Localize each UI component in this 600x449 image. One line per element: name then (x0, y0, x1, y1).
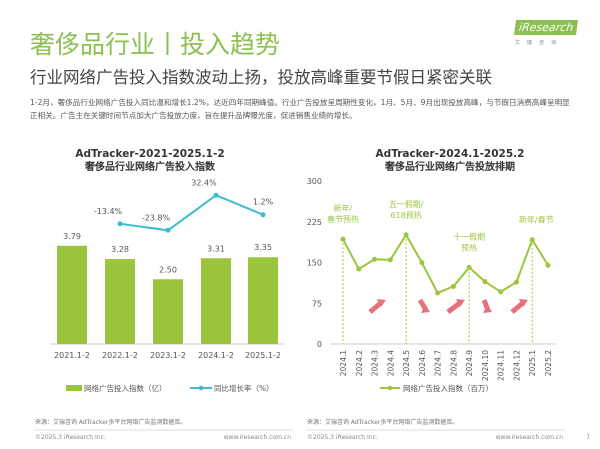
x-tick-label: 2025.2 (544, 350, 553, 376)
index-point (419, 260, 425, 266)
x-tick-label: 2022.1-2 (102, 351, 138, 360)
trend-arrowhead-icon (377, 299, 386, 307)
bar-label: 3.31 (207, 244, 225, 253)
y-tick-label: 150 (307, 259, 322, 268)
index-point (482, 279, 488, 285)
bar-label: 3.79 (63, 232, 81, 241)
copyright: ©2025.3 iResearch Inc. (307, 434, 378, 441)
x-tick-label: 2024.4 (386, 350, 395, 376)
growth-point (213, 192, 219, 198)
growth-label: 32.4% (191, 178, 217, 187)
logo-subtext: 艾瑞咨询 (515, 40, 564, 46)
bar (105, 259, 135, 344)
legend-label: 网络广告投入指数（百万） (403, 383, 493, 393)
legend-bar-label: 网络广告投入指数（亿） (84, 383, 167, 393)
chart-title: AdTracker-2024.1-2025.2 (376, 148, 525, 160)
index-point (340, 236, 346, 242)
trend-arrowhead-icon (421, 305, 430, 313)
page-subtitle: 行业网络广告投入指数波动上扬，投放高峰重要节假日紧密关联 (30, 68, 492, 87)
index-point (498, 289, 504, 295)
index-point (435, 290, 441, 296)
index-point (372, 256, 378, 262)
bar (153, 279, 183, 344)
summary-text: 1-2月，奢侈品行业网络广告投入同比温和增长1.2%，达近四年同期峰值。行业广告… (30, 98, 570, 120)
bar-label: 3.35 (254, 243, 272, 252)
y-tick-label: 75 (312, 299, 322, 308)
index-point (356, 266, 362, 272)
y-tick-label: 300 (307, 177, 322, 186)
x-tick-label: 2024.1-2 (198, 351, 234, 360)
annotation-label: 618预热 (390, 210, 421, 220)
y-tick-label: 225 (307, 218, 322, 227)
growth-label: -23.8% (142, 213, 171, 222)
growth-point (165, 227, 171, 233)
index-point (387, 257, 393, 263)
growth-label: 1.2% (253, 198, 274, 207)
source-note: 来源：艾瑞咨询 AdTracker多平台网络广告监测数据库。 (307, 418, 458, 426)
page-title: 奢侈品行业丨投入趋势 (30, 30, 281, 59)
x-tick-label: 2024.2 (355, 350, 364, 376)
x-tick-label: 2024.7 (434, 350, 443, 376)
bar-label: 2.50 (159, 265, 177, 274)
chart-subtitle: 奢侈品行业网络广告投入指数 (84, 160, 216, 173)
index-line (342, 232, 549, 295)
website: www.iresearch.com.cn (224, 434, 292, 441)
x-tick-label: 2024.9 (465, 350, 474, 376)
x-tick-label: 2021.1-2 (54, 351, 90, 360)
growth-point (117, 221, 123, 227)
x-tick-label: 2024.10 (481, 350, 490, 381)
bar (201, 258, 231, 344)
bar-label: 3.28 (111, 245, 129, 254)
annotation-label: 春节预热 (327, 214, 359, 224)
iresearch-logo: iResearch 艾瑞咨询 (513, 20, 579, 46)
annotation-label: 十一假期 (453, 231, 485, 241)
copyright: ©2025.3 iResearch Inc. (35, 434, 106, 441)
index-point (466, 264, 472, 270)
trend-arrowhead-icon (519, 299, 528, 307)
trend-arrowhead-icon (456, 299, 465, 307)
y-tick-label: 0 (317, 340, 322, 349)
x-tick-label: 2024.11 (497, 350, 506, 381)
x-tick-label: 2023.1-2 (150, 351, 186, 360)
legend-line-label: 同比增长率（%） (214, 383, 274, 393)
page-number: 7 (586, 434, 590, 441)
bar (57, 245, 87, 344)
x-tick-label: 2024.12 (512, 350, 521, 381)
growth-line (119, 194, 264, 232)
growth-label: -13.4% (94, 207, 123, 216)
index-point (450, 283, 456, 289)
annotation-label: 预热 (461, 242, 477, 252)
annotation-label: 五一假期/ (389, 200, 424, 209)
x-tick-label: 2024.5 (402, 350, 411, 376)
index-point (529, 237, 535, 243)
legend-line-marker (198, 385, 204, 391)
trend-arrowhead-icon (483, 305, 492, 313)
annotation-label: 新年/ (334, 203, 353, 213)
annotation-label: 新年/春节 (519, 215, 554, 225)
chart-subtitle: 奢侈品行业网络广告投放排期 (384, 160, 515, 173)
x-tick-label: 2024.3 (371, 350, 380, 376)
legend-bar-swatch (66, 385, 82, 391)
x-tick-label: 2024.8 (449, 350, 458, 376)
index-point (513, 279, 519, 285)
legend-line-marker (387, 385, 393, 391)
source-note: 来源：艾瑞咨询 AdTracker多平台网络广告监测数据库。 (35, 418, 186, 426)
chart-title: AdTracker-2021-2025.1-2 (75, 148, 224, 160)
index-point (403, 232, 409, 238)
index-point (545, 262, 551, 268)
x-tick-label: 2025.1 (528, 350, 537, 376)
bar (248, 257, 278, 344)
x-tick-label: 2024.6 (418, 350, 427, 376)
growth-point (260, 212, 266, 218)
x-tick-label: 2024.1 (339, 350, 348, 376)
website: www.iresearch.com.cn (496, 434, 564, 441)
x-tick-label: 2025.1-2 (245, 351, 281, 360)
